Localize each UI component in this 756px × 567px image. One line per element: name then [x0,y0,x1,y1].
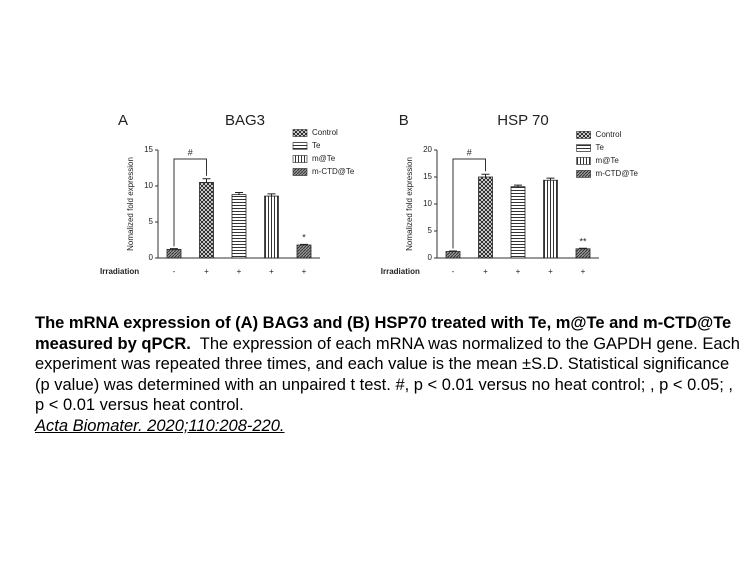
bar [199,181,214,259]
legend-swatch [292,142,308,150]
y-tick-label: 0 [428,253,433,262]
x-axis-label: Irradiation [100,267,139,276]
x-tick-label: + [548,267,553,276]
error-bar [202,178,211,183]
legend-label: m-CTD@Te [596,169,639,178]
caption-text: The expression of each mRNA was normaliz… [35,334,740,415]
y-tick-label: 5 [428,226,433,235]
legend-label: Control [312,128,338,137]
y-tick-label: 5 [149,217,154,226]
bar [510,186,526,259]
significance-label: * [302,233,306,243]
caption: The mRNA expression of (A) BAG3 and (B) … [35,313,745,436]
x-tick-label: - [173,267,176,276]
error-bar [546,177,555,181]
legend-swatch [292,129,308,137]
x-tick-label: + [483,267,488,276]
bar [543,179,558,259]
citation: Acta Biomater. 2020;110:208-220. [35,416,285,435]
error-bar [514,184,522,187]
bracket [452,158,486,249]
significance-label: ** [579,237,587,247]
legend-label: m@Te [596,156,620,165]
legend-swatch [576,170,591,178]
legend-swatch [292,168,308,176]
legend-label: m-CTD@Te [312,167,355,176]
x-tick-label: + [269,267,274,276]
bracket [173,158,207,247]
legend-label: Te [596,143,605,152]
chart-title: BAG3 [225,112,265,129]
legend-label: Control [596,130,622,139]
caption-bold: The mRNA expression of (A) BAG3 and (B) … [35,314,732,353]
bar [445,251,461,259]
bar [296,244,312,259]
y-tick-label: 20 [423,145,432,154]
x-tick-label: - [452,267,455,276]
y-tick-label: 15 [144,145,153,154]
x-tick-label: + [302,267,307,276]
error-bar [481,173,490,177]
legend-label: m@Te [312,154,336,163]
bracket-label: # [188,147,193,157]
x-tick-label: + [204,267,209,276]
x-tick-label: + [237,267,242,276]
bar [264,195,279,259]
y-tick-label: 15 [423,172,432,181]
error-bar [449,250,457,252]
legend-swatch [576,131,591,139]
legend-swatch [292,155,308,163]
y-tick-label: 0 [149,253,154,262]
bracket-label: # [467,147,472,157]
y-axis-label: Nomalized fold expression [126,157,135,251]
bar [575,248,591,259]
bar [231,194,247,259]
x-tick-label: + [516,267,521,276]
legend-swatch [576,144,591,152]
chart-title: HSP 70 [497,112,548,129]
figure: A BAG3 Nomalized fold expression 0 5 10 15 Irra… [100,112,639,276]
x-tick-label: + [581,267,586,276]
error-bar [300,243,308,246]
y-tick-label: 10 [144,181,153,190]
y-axis-label: Nomalized fold expression [405,157,414,251]
error-bar [170,248,178,250]
legend-label: Te [312,141,321,150]
error-bar [267,193,276,197]
panel-label: B [399,112,409,129]
bar [478,176,493,259]
error-bar [235,191,243,195]
panel-label: A [118,112,128,129]
legend-swatch [576,157,591,165]
error-bar [579,247,587,249]
y-tick-label: 10 [423,199,432,208]
bar [166,248,182,259]
x-axis-label: Irradiation [381,267,420,276]
